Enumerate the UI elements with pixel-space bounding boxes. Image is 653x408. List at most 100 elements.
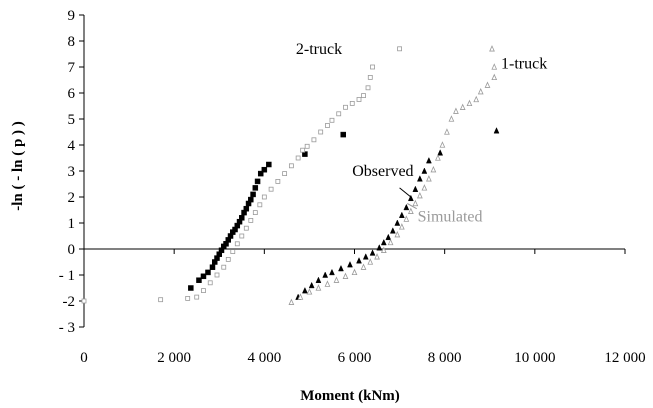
- data-point: [349, 101, 355, 106]
- x-tick-label: 4 000: [247, 350, 281, 366]
- data-point: [158, 297, 164, 303]
- data-point: [248, 196, 254, 203]
- data-point: [448, 115, 455, 122]
- y-tick-label: - 1: [59, 268, 75, 284]
- data-point: [315, 276, 322, 283]
- y-tick-label: 8: [68, 34, 76, 50]
- data-point: [282, 171, 288, 177]
- x-tick-label: 10 000: [514, 350, 555, 366]
- data-point: [338, 264, 344, 272]
- series-square-open: [81, 46, 402, 304]
- data-point: [261, 194, 267, 200]
- y-tick-label: 2: [68, 190, 76, 206]
- simulated-leader-line: [407, 203, 417, 210]
- data-point: [473, 95, 480, 103]
- data-point: [318, 129, 324, 135]
- data-point: [403, 203, 410, 211]
- data-point: [394, 219, 401, 226]
- data-point: [333, 276, 340, 283]
- data-point: [243, 225, 249, 231]
- data-point: [394, 230, 401, 238]
- x-axis-title: Moment (kNm): [300, 388, 400, 404]
- data-point: [207, 280, 213, 286]
- annotation-2-truck: 2-truck: [296, 41, 342, 58]
- data-point: [459, 103, 466, 110]
- data-point: [403, 215, 410, 222]
- data-point: [234, 241, 240, 247]
- data-point: [380, 246, 387, 253]
- data-point: [491, 73, 498, 81]
- data-point: [336, 111, 342, 117]
- data-point: [243, 205, 250, 212]
- y-tick-label: - 3: [59, 320, 75, 336]
- data-point: [466, 99, 473, 107]
- data-point: [257, 170, 264, 177]
- data-point: [300, 147, 306, 153]
- y-tick-label: 0: [68, 242, 76, 258]
- data-point: [196, 277, 202, 283]
- data-point: [288, 163, 294, 169]
- data-point: [437, 149, 444, 156]
- data-point: [365, 85, 371, 91]
- data-point: [407, 194, 414, 202]
- data-point: [398, 211, 405, 218]
- data-point: [250, 191, 256, 198]
- data-point: [254, 178, 261, 185]
- data-point: [275, 178, 281, 184]
- data-point: [477, 87, 484, 95]
- data-point: [425, 156, 432, 164]
- data-point: [304, 143, 310, 149]
- data-point: [325, 123, 330, 128]
- data-point: [370, 64, 375, 70]
- data-point: [221, 264, 227, 270]
- data-point: [188, 285, 194, 291]
- data-point: [356, 97, 362, 102]
- data-point: [252, 185, 259, 191]
- data-point: [209, 264, 216, 270]
- x-tick-label: 6 000: [338, 350, 372, 366]
- data-point: [315, 284, 322, 291]
- data-point: [200, 273, 207, 280]
- data-point: [257, 202, 263, 208]
- data-point: [412, 185, 419, 192]
- data-point: [412, 199, 419, 207]
- data-point: [444, 128, 450, 135]
- data-point: [493, 127, 500, 134]
- data-point: [374, 253, 380, 260]
- y-tick-label: 9: [68, 8, 76, 24]
- data-point: [361, 93, 366, 98]
- data-point: [201, 288, 206, 294]
- x-tick-label: 2 000: [157, 350, 191, 366]
- data-point: [329, 268, 335, 276]
- data-point: [380, 238, 387, 246]
- data-point: [453, 107, 459, 114]
- y-tick-label: 7: [68, 60, 76, 76]
- y-axis-title: -ln ( - ln ( p ) ): [10, 121, 26, 211]
- data-point: [360, 263, 367, 270]
- data-point: [385, 233, 392, 241]
- data-point: [322, 271, 329, 278]
- data-point: [81, 298, 87, 304]
- data-point: [268, 186, 274, 192]
- data-point: [407, 207, 414, 214]
- y-tick-label: -2: [63, 294, 76, 310]
- data-point: [329, 117, 335, 123]
- data-point: [389, 227, 396, 234]
- y-tick-label: 1: [68, 216, 76, 232]
- data-point: [484, 81, 491, 88]
- data-point: [288, 298, 295, 305]
- annotation-simulated: Simulated: [418, 209, 483, 226]
- observed-leader-line: [399, 187, 412, 198]
- data-point: [351, 268, 358, 276]
- data-point: [230, 249, 236, 255]
- annotation-1-truck: 1-truck: [501, 55, 547, 72]
- data-point: [205, 269, 211, 276]
- x-tick-label: 0: [80, 350, 88, 366]
- data-point: [295, 155, 301, 161]
- data-point: [342, 272, 349, 279]
- data-point: [248, 217, 254, 223]
- annotations-layer: 2-truck 1-truck Observed Simulated: [296, 41, 547, 226]
- x-tick-label: 8 000: [428, 350, 462, 366]
- data-point: [239, 233, 245, 239]
